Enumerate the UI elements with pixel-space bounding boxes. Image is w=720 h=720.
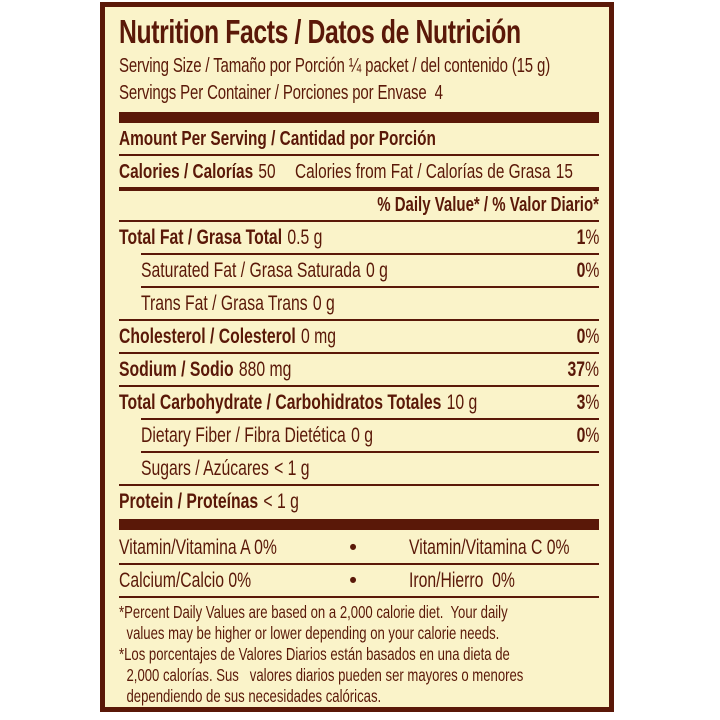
percent-sign: %: [584, 259, 599, 282]
nutrition-facts-label: Nutrition Facts / Datos de Nutrición Ser…: [100, 2, 614, 712]
micronutrient-left: Calcium/Calcio 0%: [119, 569, 252, 592]
percent-sign: %: [584, 325, 599, 348]
nutrient-label: Trans Fat / Grasa Trans: [141, 292, 308, 315]
percent-sign: %: [584, 391, 599, 414]
footnote-line: values may be higher or lower depending …: [126, 623, 500, 643]
calories-value: 50: [258, 160, 276, 183]
nutrient-label: Total Carbohydrate / Carbohidratos Total…: [119, 391, 442, 414]
footnote-line: dependiendo de sus necesidades calóricas…: [126, 686, 382, 706]
bullet-separator: •: [349, 569, 357, 592]
nutrient-text: Saturated Fat / Grasa Saturada 0 g: [141, 255, 599, 286]
nutrient-text: Trans Fat / Grasa Trans 0 g: [141, 288, 599, 319]
nutrient-text: Protein / Proteínas < 1 g: [119, 486, 599, 517]
calories-label: Calories / Calorías: [119, 160, 254, 183]
nutrient-label: Sugars / Azúcares: [141, 457, 269, 480]
daily-value-percent: 37%: [567, 354, 599, 385]
row-cholesterol: Cholesterol / Colesterol 0 mg 0%: [119, 321, 599, 352]
nutrient-amount: < 1 g: [274, 457, 310, 480]
nutrient-label: Cholesterol / Colesterol: [119, 325, 296, 348]
micronutrient-left: Vitamin/Vitamina A 0%: [119, 536, 277, 559]
hairline-divider: [141, 418, 599, 420]
nutrient-text: Total Carbohydrate / Carbohidratos Total…: [119, 387, 599, 418]
hairline-divider: [119, 484, 599, 486]
hairline-divider: [119, 596, 599, 598]
nutrient-amount: 0 g: [312, 292, 335, 315]
nutrient-text: Sugars / Azúcares < 1 g: [141, 453, 599, 484]
row-sodium: Sodium / Sodio 880 mg 37%: [119, 354, 599, 385]
nutrient-label: Sodium / Sodio: [119, 358, 234, 381]
dv-number: 37: [567, 358, 585, 381]
dv-number: 0: [576, 259, 585, 282]
bullet-separator: •: [349, 536, 357, 559]
hairline-divider: [119, 352, 599, 354]
nutrient-text: Sodium / Sodio 880 mg: [119, 354, 599, 385]
nutrient-text: Dietary Fiber / Fibra Dietética 0 g: [141, 420, 599, 451]
hairline-divider: [119, 220, 599, 222]
hairline-divider: [141, 451, 599, 453]
micronutrient-row-minerals: Calcium/Calcio 0% • Iron/Hierro 0%: [119, 565, 599, 596]
hairline-divider: [141, 286, 599, 288]
dv-number: 0: [576, 424, 585, 447]
percent-sign: %: [584, 424, 599, 447]
thick-divider-bar: [119, 112, 599, 123]
row-total-fat: Total Fat / Grasa Total 0.5 g 1%: [119, 222, 599, 253]
row-protein: Protein / Proteínas < 1 g: [119, 486, 599, 517]
calories-row-text: Calories / Calorías 50 Calories from Fat /…: [119, 156, 599, 187]
percent-sign: %: [584, 358, 599, 381]
footnotes-section: *Percent Daily Values are based on a 2,0…: [119, 602, 599, 707]
row-trans-fat: Trans Fat / Grasa Trans 0 g: [119, 288, 599, 319]
dv-number: 0: [576, 325, 585, 348]
nutrient-amount: 0 mg: [301, 325, 337, 348]
micronutrient-row-vitamins: Vitamin/Vitamina A 0% • Vitamin/Vitamina…: [119, 532, 599, 563]
hairline-divider: [141, 253, 599, 255]
calories-from-fat-value: 15: [555, 160, 573, 183]
label-title: Nutrition Facts / Datos de Nutrición: [119, 13, 521, 50]
nutrient-amount: 10 g: [446, 391, 478, 414]
footnote-line: 2,000 calorías. Sus valores diarios pued…: [126, 665, 524, 685]
hairline-divider: [119, 154, 599, 156]
nutrient-label: Dietary Fiber / Fibra Dietética: [141, 424, 346, 447]
hairline-divider: [119, 385, 599, 387]
hairline-divider: [119, 563, 599, 565]
daily-value-percent: 1%: [576, 222, 599, 253]
row-sugars: Sugars / Azúcares < 1 g: [119, 453, 599, 484]
daily-value-percent: 3%: [576, 387, 599, 418]
footnote-line: *Los porcentajes de Valores Diarios está…: [119, 644, 510, 664]
footnote-line: *Percent Daily Values are based on a 2,0…: [119, 602, 508, 622]
calories-row: Calories / Calorías 50 Calories from Fat /…: [119, 156, 599, 187]
nutrient-amount: 0.5 g: [287, 226, 323, 249]
nutrient-amount: 880 mg: [238, 358, 292, 381]
daily-value-percent: 0%: [576, 321, 599, 352]
nutrient-text: Cholesterol / Colesterol 0 mg: [119, 321, 599, 352]
nutrient-amount: 0 g: [351, 424, 373, 447]
row-dietary-fiber: Dietary Fiber / Fibra Dietética 0 g 0%: [119, 420, 599, 451]
nutrient-amount: < 1 g: [263, 490, 299, 513]
daily-value-percent: 0%: [576, 255, 599, 286]
amount-per-serving-header: Amount Per Serving / Cantidad por Porció…: [119, 127, 436, 150]
nutrient-label: Total Fat / Grasa Total: [119, 226, 283, 249]
thick-divider-bar: [119, 519, 599, 530]
nutrient-amount: 0 g: [366, 259, 388, 282]
daily-value-header: % Daily Value* / % Valor Diario*: [377, 194, 599, 216]
micronutrient-right: Vitamin/Vitamina C 0%: [409, 536, 570, 559]
servings-per-container-line: Servings Per Container / Porciones por E…: [119, 82, 443, 104]
daily-value-percent: 0%: [576, 420, 599, 451]
row-saturated-fat: Saturated Fat / Grasa Saturada 0 g 0%: [119, 255, 599, 286]
dv-number: 1: [576, 226, 585, 249]
calories-from-fat-label: Calories from Fat / Calorías de Grasa: [295, 160, 551, 183]
row-total-carbohydrate: Total Carbohydrate / Carbohidratos Total…: [119, 387, 599, 418]
medium-divider: [119, 187, 599, 191]
micronutrient-right: Iron/Hierro 0%: [409, 569, 516, 592]
nutrient-text: Total Fat / Grasa Total 0.5 g: [119, 222, 599, 253]
nutrient-label: Protein / Proteínas: [119, 490, 259, 513]
serving-size-line: Serving Size / Tamaño por Porción ¼ pack…: [119, 55, 551, 77]
dv-number: 3: [576, 391, 585, 414]
percent-sign: %: [584, 226, 599, 249]
hairline-divider: [119, 319, 599, 321]
nutrient-label: Saturated Fat / Grasa Saturada: [141, 259, 361, 282]
